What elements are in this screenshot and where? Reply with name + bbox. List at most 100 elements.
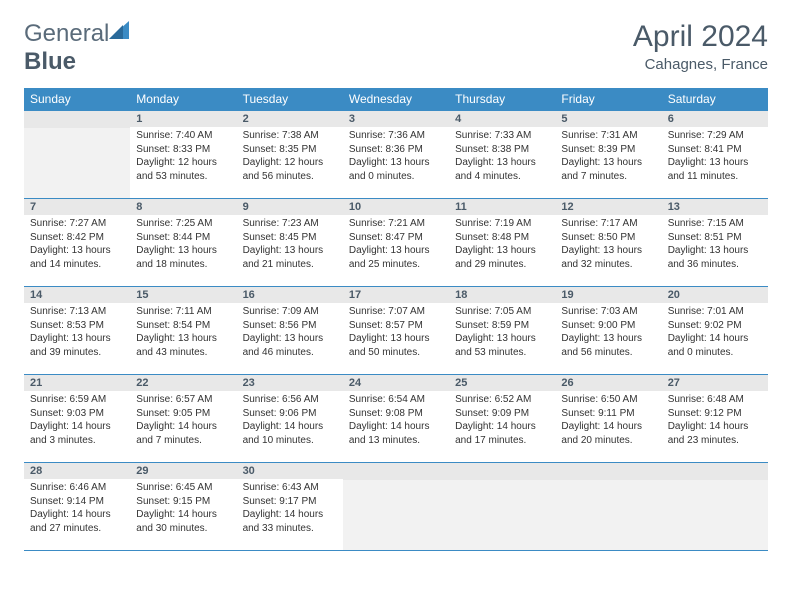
calendar-day-cell: 19Sunrise: 7:03 AMSunset: 9:00 PMDayligh… [555,286,661,374]
sunset-line: Sunset: 8:36 PM [349,143,443,157]
weekday-header: Thursday [449,88,555,110]
daylight-line: Daylight: 14 hours and 17 minutes. [455,420,549,447]
day-details: Sunrise: 7:01 AMSunset: 9:02 PMDaylight:… [662,303,768,363]
sunrise-line: Sunrise: 6:54 AM [349,393,443,407]
empty-day-bar [343,462,449,480]
sunset-line: Sunset: 8:38 PM [455,143,549,157]
calendar-day-cell: 24Sunrise: 6:54 AMSunset: 9:08 PMDayligh… [343,374,449,462]
day-number: 3 [343,110,449,127]
brand-part1: General [24,20,109,47]
weekday-header: Monday [130,88,236,110]
day-details: Sunrise: 7:17 AMSunset: 8:50 PMDaylight:… [555,215,661,275]
sunrise-line: Sunrise: 7:33 AM [455,129,549,143]
day-details: Sunrise: 6:43 AMSunset: 9:17 PMDaylight:… [237,479,343,539]
brand-text: GeneralBlue [24,20,129,76]
sunset-line: Sunset: 9:02 PM [668,319,762,333]
sunset-line: Sunset: 8:47 PM [349,231,443,245]
calendar-day-cell: 30Sunrise: 6:43 AMSunset: 9:17 PMDayligh… [237,462,343,550]
calendar-week-row: 21Sunrise: 6:59 AMSunset: 9:03 PMDayligh… [24,374,768,462]
empty-day-bar [555,462,661,480]
day-details: Sunrise: 7:03 AMSunset: 9:00 PMDaylight:… [555,303,661,363]
daylight-line: Daylight: 12 hours and 53 minutes. [136,156,230,183]
sunset-line: Sunset: 9:08 PM [349,407,443,421]
day-number: 23 [237,374,343,391]
sunrise-line: Sunrise: 7:07 AM [349,305,443,319]
calendar-day-cell: 16Sunrise: 7:09 AMSunset: 8:56 PMDayligh… [237,286,343,374]
calendar-day-cell: 6Sunrise: 7:29 AMSunset: 8:41 PMDaylight… [662,110,768,198]
sunset-line: Sunset: 9:00 PM [561,319,655,333]
sunrise-line: Sunrise: 6:46 AM [30,481,124,495]
calendar-day-cell: 3Sunrise: 7:36 AMSunset: 8:36 PMDaylight… [343,110,449,198]
day-number: 27 [662,374,768,391]
day-number: 26 [555,374,661,391]
daylight-line: Daylight: 14 hours and 10 minutes. [243,420,337,447]
daylight-line: Daylight: 14 hours and 3 minutes. [30,420,124,447]
day-number: 22 [130,374,236,391]
calendar-day-cell: 18Sunrise: 7:05 AMSunset: 8:59 PMDayligh… [449,286,555,374]
day-number: 17 [343,286,449,303]
sunset-line: Sunset: 9:15 PM [136,495,230,509]
day-details: Sunrise: 7:15 AMSunset: 8:51 PMDaylight:… [662,215,768,275]
day-details: Sunrise: 7:27 AMSunset: 8:42 PMDaylight:… [24,215,130,275]
sunrise-line: Sunrise: 7:19 AM [455,217,549,231]
calendar-day-cell: 7Sunrise: 7:27 AMSunset: 8:42 PMDaylight… [24,198,130,286]
day-number: 1 [130,110,236,127]
daylight-line: Daylight: 13 hours and 14 minutes. [30,244,124,271]
calendar-week-row: 28Sunrise: 6:46 AMSunset: 9:14 PMDayligh… [24,462,768,550]
day-details: Sunrise: 7:31 AMSunset: 8:39 PMDaylight:… [555,127,661,187]
day-details: Sunrise: 6:48 AMSunset: 9:12 PMDaylight:… [662,391,768,451]
calendar-day-cell: 8Sunrise: 7:25 AMSunset: 8:44 PMDaylight… [130,198,236,286]
daylight-line: Daylight: 13 hours and 32 minutes. [561,244,655,271]
daylight-line: Daylight: 14 hours and 13 minutes. [349,420,443,447]
calendar-day-cell: 10Sunrise: 7:21 AMSunset: 8:47 PMDayligh… [343,198,449,286]
sunset-line: Sunset: 8:48 PM [455,231,549,245]
day-number: 30 [237,462,343,479]
day-number: 15 [130,286,236,303]
sunset-line: Sunset: 8:56 PM [243,319,337,333]
sunset-line: Sunset: 8:59 PM [455,319,549,333]
sunset-line: Sunset: 9:05 PM [136,407,230,421]
day-number: 16 [237,286,343,303]
day-details: Sunrise: 7:13 AMSunset: 8:53 PMDaylight:… [24,303,130,363]
day-details: Sunrise: 7:33 AMSunset: 8:38 PMDaylight:… [449,127,555,187]
day-details: Sunrise: 7:40 AMSunset: 8:33 PMDaylight:… [130,127,236,187]
calendar-day-cell: 9Sunrise: 7:23 AMSunset: 8:45 PMDaylight… [237,198,343,286]
day-number: 25 [449,374,555,391]
daylight-line: Daylight: 13 hours and 25 minutes. [349,244,443,271]
sunrise-line: Sunrise: 7:01 AM [668,305,762,319]
calendar-day-cell: 25Sunrise: 6:52 AMSunset: 9:09 PMDayligh… [449,374,555,462]
sunset-line: Sunset: 8:54 PM [136,319,230,333]
daylight-line: Daylight: 13 hours and 46 minutes. [243,332,337,359]
daylight-line: Daylight: 14 hours and 27 minutes. [30,508,124,535]
brand-part2: Blue [24,48,76,75]
day-number: 18 [449,286,555,303]
day-details: Sunrise: 6:52 AMSunset: 9:09 PMDaylight:… [449,391,555,451]
day-number: 9 [237,198,343,215]
day-details: Sunrise: 6:59 AMSunset: 9:03 PMDaylight:… [24,391,130,451]
day-details: Sunrise: 6:57 AMSunset: 9:05 PMDaylight:… [130,391,236,451]
daylight-line: Daylight: 13 hours and 18 minutes. [136,244,230,271]
sunset-line: Sunset: 8:35 PM [243,143,337,157]
day-details: Sunrise: 6:46 AMSunset: 9:14 PMDaylight:… [24,479,130,539]
calendar-day-cell: 20Sunrise: 7:01 AMSunset: 9:02 PMDayligh… [662,286,768,374]
day-details: Sunrise: 7:23 AMSunset: 8:45 PMDaylight:… [237,215,343,275]
sunrise-line: Sunrise: 7:40 AM [136,129,230,143]
calendar-empty-cell [343,462,449,550]
day-number: 4 [449,110,555,127]
sunset-line: Sunset: 9:03 PM [30,407,124,421]
brand-triangle-icon [109,21,129,39]
calendar-empty-cell [555,462,661,550]
calendar-day-cell: 12Sunrise: 7:17 AMSunset: 8:50 PMDayligh… [555,198,661,286]
day-number: 7 [24,198,130,215]
day-details: Sunrise: 7:29 AMSunset: 8:41 PMDaylight:… [662,127,768,187]
day-details: Sunrise: 6:56 AMSunset: 9:06 PMDaylight:… [237,391,343,451]
weekday-header: Tuesday [237,88,343,110]
weekday-row: SundayMondayTuesdayWednesdayThursdayFrid… [24,88,768,110]
daylight-line: Daylight: 14 hours and 20 minutes. [561,420,655,447]
sunrise-line: Sunrise: 7:29 AM [668,129,762,143]
sunrise-line: Sunrise: 7:03 AM [561,305,655,319]
sunset-line: Sunset: 8:45 PM [243,231,337,245]
daylight-line: Daylight: 13 hours and 50 minutes. [349,332,443,359]
daylight-line: Daylight: 13 hours and 11 minutes. [668,156,762,183]
daylight-line: Daylight: 13 hours and 56 minutes. [561,332,655,359]
